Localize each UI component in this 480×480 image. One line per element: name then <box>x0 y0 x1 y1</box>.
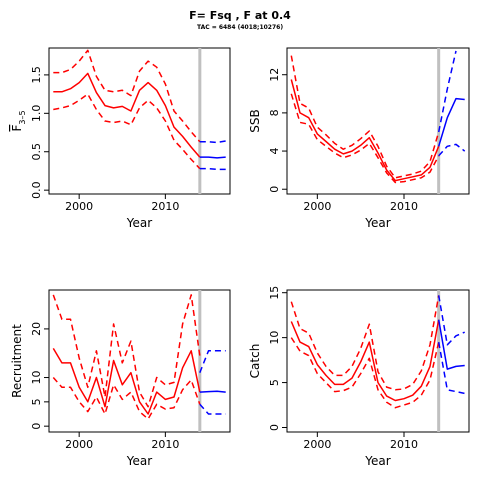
y-tick-label: 8 <box>268 109 281 116</box>
y-tick-label: 0.5 <box>30 143 43 161</box>
projection-interval-line <box>437 50 457 133</box>
y-tick-label: 5 <box>268 379 281 386</box>
y-axis-label-main: F <box>10 125 24 132</box>
historic-interval-line <box>290 55 440 179</box>
historic-interval-line <box>53 49 201 143</box>
historic-interval-line <box>290 295 440 391</box>
y-tick-label: 5 <box>30 398 43 405</box>
projection-interval-line <box>199 403 226 415</box>
y-axis-label: Catch <box>248 344 262 379</box>
x-tick-label: 2010 <box>390 200 418 213</box>
projection-interval-line <box>199 140 226 144</box>
plot-frame <box>48 289 231 433</box>
figure-title: F= Fsq , F at 0.4 <box>189 9 291 22</box>
y-tick-label: 10 <box>268 331 281 345</box>
x-tick-label: 2000 <box>303 438 331 451</box>
y-tick-label: 0 <box>268 424 281 431</box>
plot-frame <box>286 289 470 433</box>
y-axis-label: F3–5 <box>10 110 27 131</box>
f-panel: 2000 2010 0.0 0.5 1.0 1.5 Year F3–5 <box>10 47 231 230</box>
projection-interval-line <box>437 295 465 346</box>
historic-estimate-line <box>290 79 440 182</box>
y-tick-label: 15 <box>268 286 281 300</box>
historic-estimate-line <box>290 319 440 402</box>
x-axis-label: Year <box>126 216 152 230</box>
projection-estimate-line <box>437 319 465 370</box>
figure-subtitle: TAC = 6484 (4018;10276) <box>196 24 284 31</box>
y-tick-label: 0.0 <box>30 181 43 199</box>
projection-estimate-line <box>199 156 226 159</box>
x-axis-label: Year <box>126 454 152 468</box>
x-tick-label: 2010 <box>390 438 418 451</box>
projection-interval-line <box>438 143 466 157</box>
x-axis-label: Year <box>364 216 390 230</box>
y-tick-label: 0 <box>30 423 43 430</box>
x-tick-label: 2010 <box>151 438 179 451</box>
catch-panel: 2000 2010 0 5 10 15 Year Catch <box>248 286 470 468</box>
projection-estimate-line <box>437 97 465 147</box>
y-tick-label: 1.5 <box>30 66 43 84</box>
projection-interval-line <box>199 350 226 373</box>
y-tick-label: 20 <box>30 322 43 336</box>
x-tick-label: 2000 <box>303 200 331 213</box>
projection-interval-line <box>437 341 465 395</box>
historic-interval-line <box>52 377 201 420</box>
y-tick-label: 0 <box>268 186 281 193</box>
y-axis-label-subscript: 3–5 <box>18 110 27 124</box>
historic-estimate-line <box>53 72 201 158</box>
y-tick-label: 4 <box>268 148 281 155</box>
plot-frame <box>286 47 470 195</box>
historic-interval-line <box>53 93 201 170</box>
x-tick-label: 2010 <box>151 200 179 213</box>
historic-interval-line <box>290 93 440 184</box>
y-axis-label: SSB <box>248 109 262 132</box>
recruitment-panel: 2000 2010 0 5 10 20 Year Recruitment <box>10 289 231 468</box>
historic-interval-line <box>290 337 440 409</box>
y-tick-label: 10 <box>30 371 43 385</box>
x-axis-label: Year <box>364 454 390 468</box>
projection-interval-line <box>199 167 226 171</box>
projection-estimate-line <box>199 390 226 393</box>
historic-interval-line <box>52 294 201 408</box>
historic-estimate-line <box>52 348 201 415</box>
y-tick-label: 1.0 <box>30 105 43 123</box>
ssb-panel: 2000 2010 0 4 8 12 Year SSB <box>248 47 470 230</box>
x-tick-label: 2000 <box>65 438 93 451</box>
x-tick-label: 2000 <box>65 200 93 213</box>
y-axis-label: Recruitment <box>10 324 24 398</box>
plot-frame <box>48 47 231 195</box>
y-tick-label: 12 <box>268 68 281 82</box>
